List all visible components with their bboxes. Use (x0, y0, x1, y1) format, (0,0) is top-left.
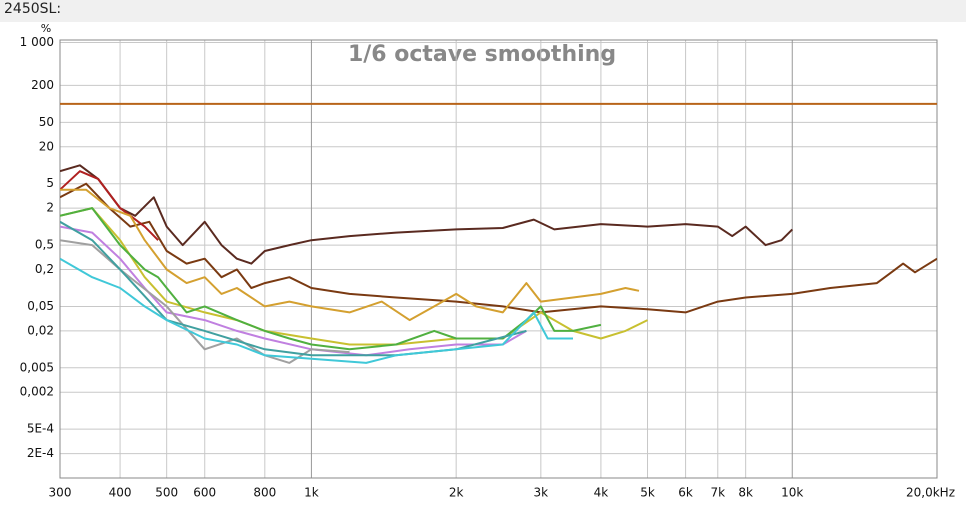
y-tick-label: 5 (46, 176, 54, 190)
x-tick-label: 10k (781, 486, 803, 500)
x-tick-label: 2k (449, 486, 464, 500)
y-tick-label: 0,05 (27, 299, 54, 313)
x-tick-label: 1k (304, 486, 319, 500)
y-axis-label: % (41, 22, 51, 35)
y-tick-label: 0,5 (35, 238, 54, 252)
series-line (60, 207, 648, 346)
x-tick-label: 4k (594, 486, 609, 500)
x-tick-label: 7k (710, 486, 725, 500)
series-line (60, 182, 937, 314)
series-group (60, 102, 937, 364)
y-tick-label: 1 000 (20, 35, 54, 49)
x-tick-label: 20,0kHz (906, 486, 955, 500)
y-tick-label: 0,002 (20, 385, 54, 399)
x-tick-label: 500 (155, 486, 178, 500)
x-tick-label: 600 (193, 486, 216, 500)
y-tick-label: 50 (39, 115, 54, 129)
y-tick-label: 5E-4 (27, 422, 54, 436)
x-tick-label: 5k (640, 486, 655, 500)
y-tick-label: 200 (31, 78, 54, 92)
y-tick-label: 0,005 (20, 360, 54, 374)
y-tick-label: 0,2 (35, 262, 54, 276)
y-tick-label: 20 (39, 139, 54, 153)
series-line (60, 239, 350, 364)
chart: 1/6 octave smoothing % 1 000 200 50 20 5 2 0,5… (0, 22, 966, 508)
series-line (60, 257, 573, 364)
x-tick-label: 6k (678, 486, 693, 500)
y-tick-label: 2E-4 (27, 446, 54, 460)
x-tick-label: 300 (49, 486, 72, 500)
chart-title: 1/6 octave smoothing (348, 42, 616, 67)
y-tick-label: 0,02 (27, 323, 54, 337)
x-tick-label: 8k (738, 486, 753, 500)
x-tick-label: 400 (109, 486, 132, 500)
header: 2450SL: (4, 1, 62, 17)
chart-background (0, 22, 966, 508)
series-line (60, 164, 794, 265)
y-tick-label: 2 (46, 201, 54, 215)
x-tick-label: 3k (534, 486, 549, 500)
x-tick-label: 800 (253, 486, 276, 500)
series-line (60, 170, 159, 241)
series-line (60, 188, 640, 322)
series-line (60, 225, 527, 357)
